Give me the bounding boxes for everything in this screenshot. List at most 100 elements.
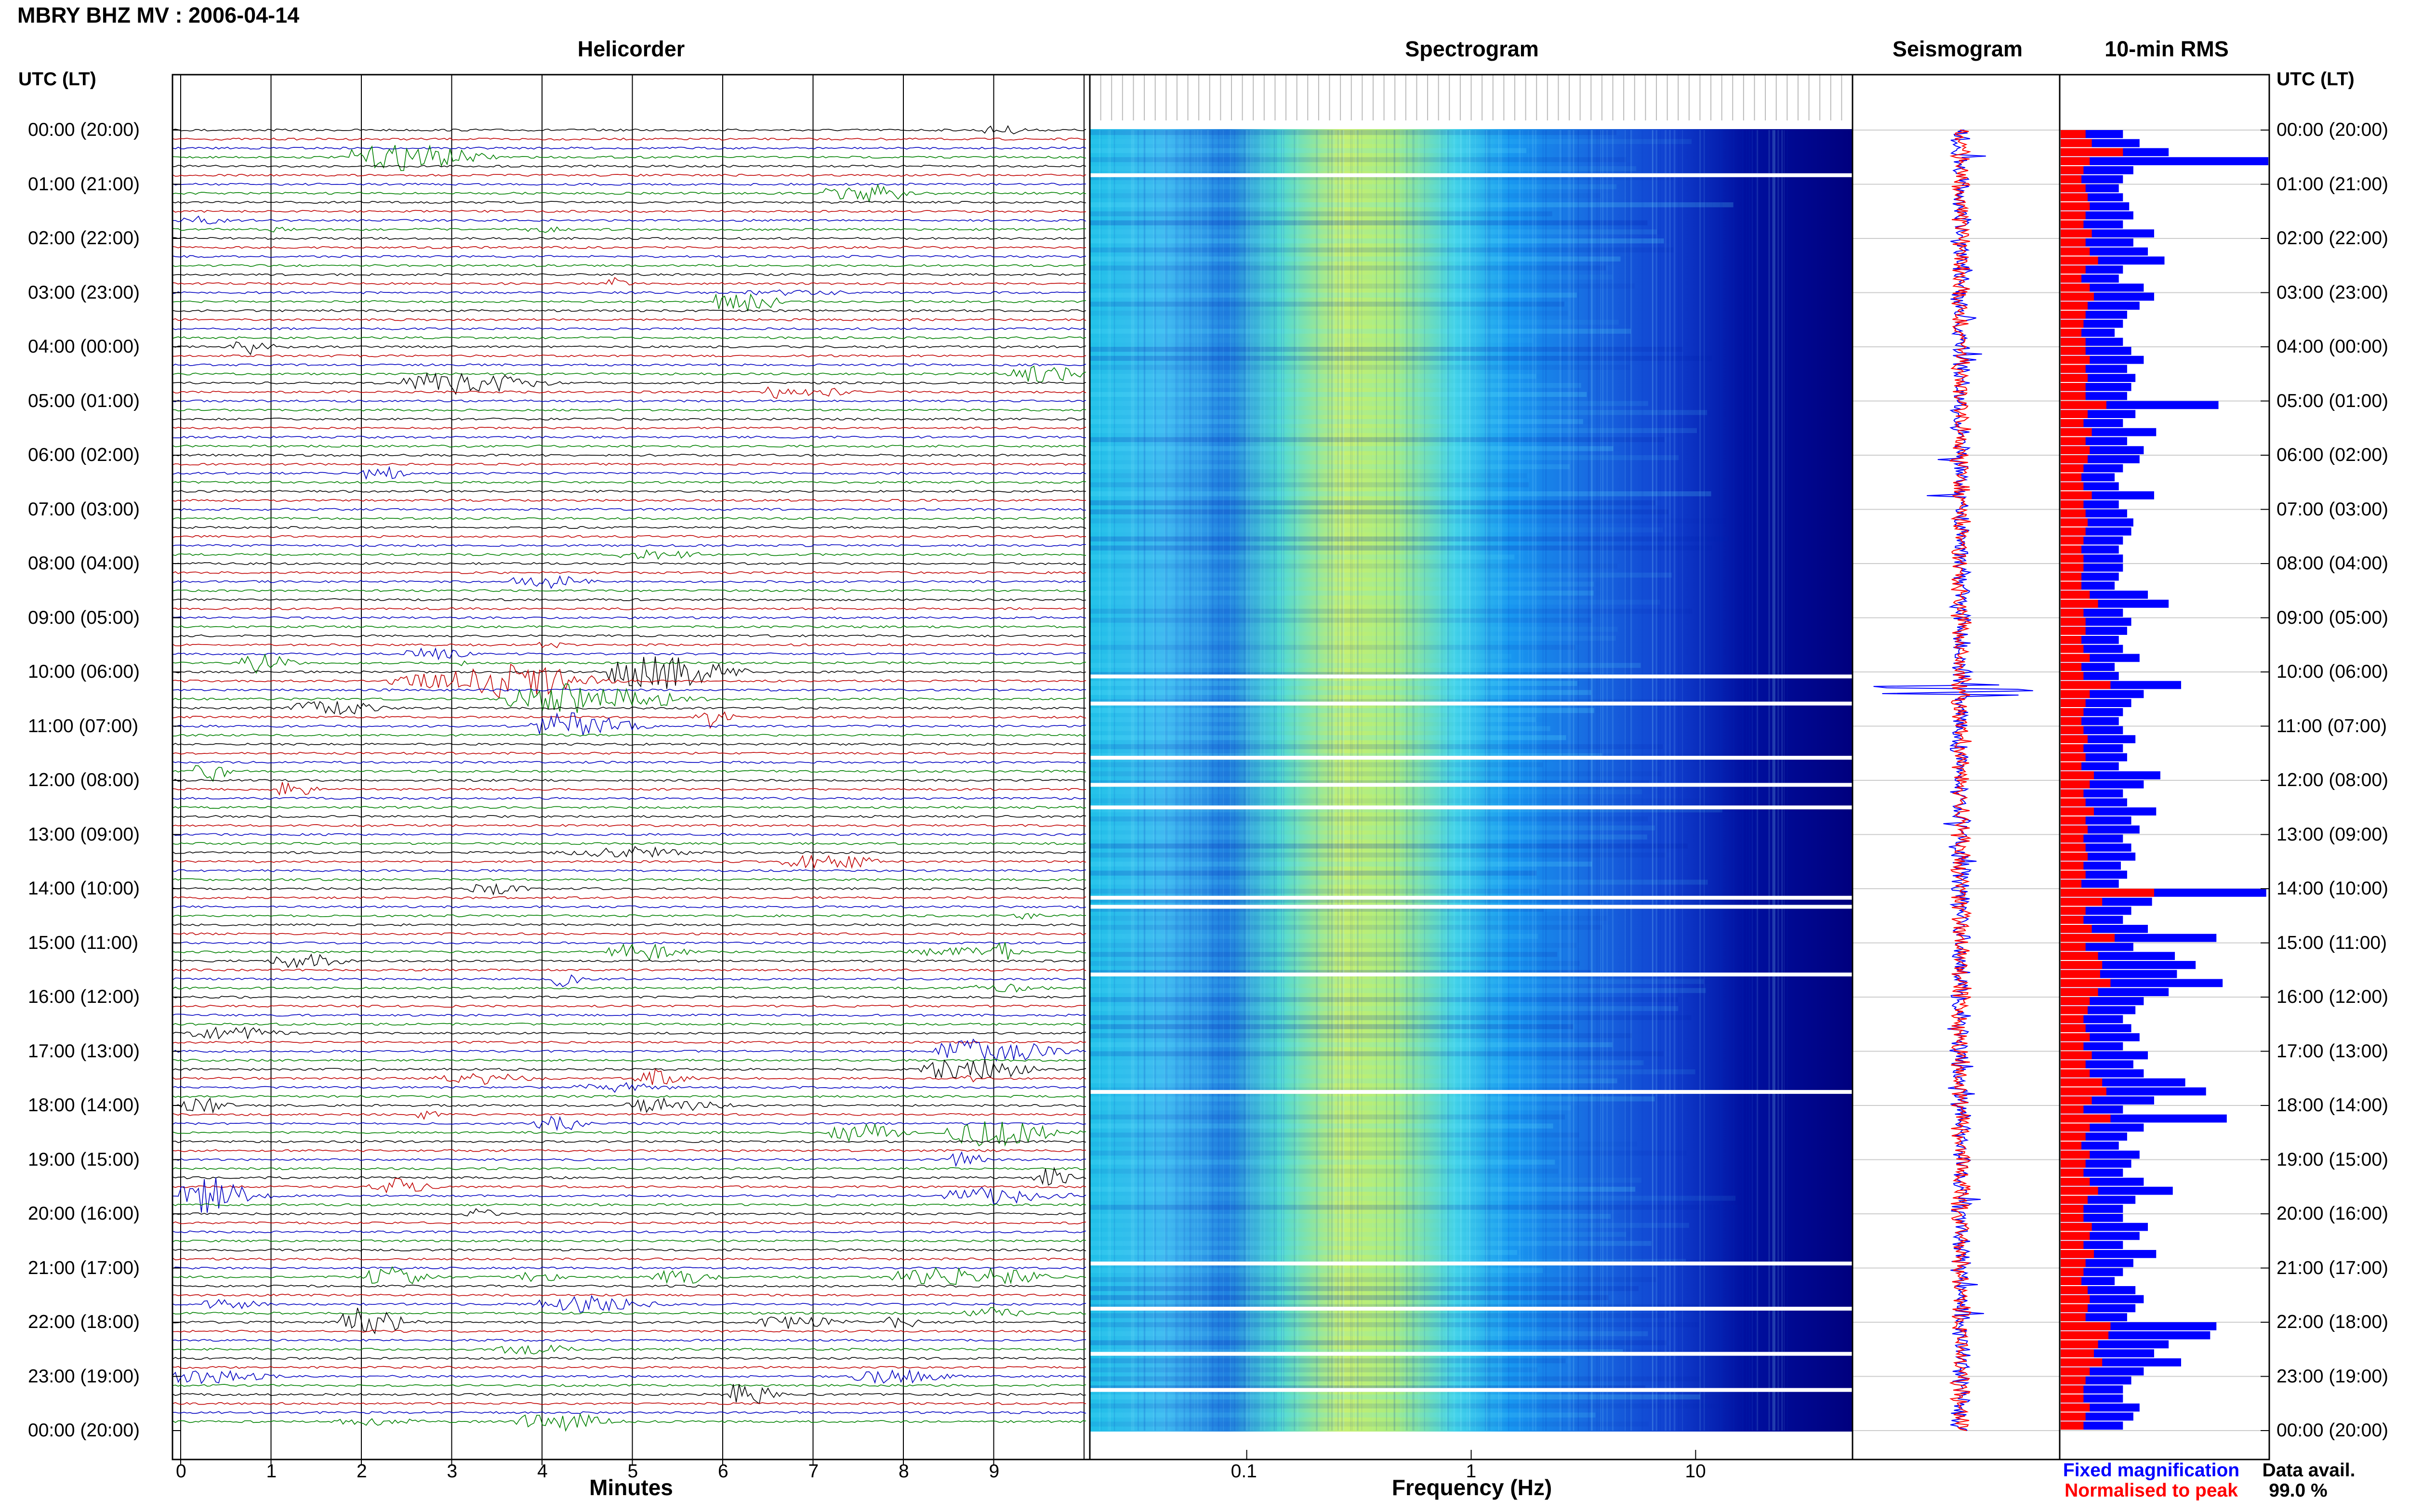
seismogram-fixed-trace [1873, 130, 2033, 1431]
spectrogram-row [1090, 1159, 1555, 1165]
rms-bar-normalised [2061, 1250, 2094, 1258]
rms-bar-normalised [2061, 338, 2086, 346]
rms-bar-normalised [2061, 157, 2090, 165]
spectrogram-row [1090, 1403, 1730, 1409]
frequency-tick-label: 0.1 [1231, 1461, 1257, 1482]
helicorder-trace [172, 1013, 1086, 1017]
panel-frame [172, 74, 1091, 1460]
helicorder-trace [172, 1294, 1086, 1313]
rms-bar-normalised [2061, 148, 2123, 157]
spectrogram-row [1090, 735, 1566, 740]
spectrogram-row [1090, 762, 1543, 767]
helicorder-trace [172, 210, 1086, 213]
rms-bar-normalised [2061, 1376, 2086, 1385]
spectrogram-row [1090, 319, 1619, 325]
rms-bar-normalised [2061, 220, 2084, 229]
helicorder-trace [172, 489, 1086, 493]
spectrogram-row [1090, 1142, 1637, 1147]
rms-bar-normalised [2061, 509, 2086, 518]
helicorder-trace [172, 462, 1086, 466]
rms-bar-normalised [2061, 1051, 2092, 1060]
helicorder-panel [172, 75, 1086, 1459]
spectrogram-row [1090, 564, 1618, 569]
spectrogram-image [1090, 129, 1853, 1432]
rms-bar-normalised [2061, 1150, 2090, 1159]
spectrogram-row [1090, 491, 1711, 497]
spectrogram-row [1090, 1006, 1679, 1012]
spectrogram-gap [1090, 1090, 1853, 1094]
helicorder-trace [172, 701, 1086, 715]
rms-bar-normalised [2061, 1412, 2086, 1421]
rms-bar-normalised [2061, 329, 2082, 337]
spectrogram-row [1090, 365, 1630, 370]
spectrogram-row [1090, 753, 1602, 759]
helicorder-trace [172, 607, 1086, 610]
spectrogram-row [1090, 455, 1679, 460]
rms-bar-normalised [2061, 1159, 2086, 1168]
helicorder-trace [172, 289, 1086, 296]
rms-bar-normalised [2061, 275, 2082, 283]
spectrogram-row [1090, 672, 1592, 677]
helicorder-trace [172, 1149, 1086, 1152]
rms-bar-normalised [2061, 139, 2092, 147]
helicorder-trace [172, 183, 1086, 203]
rms-bar-normalised [2061, 446, 2090, 454]
rms-bar-normalised [2061, 816, 2086, 825]
spectrogram-row [1090, 1060, 1644, 1065]
helicorder-trace [172, 761, 1086, 764]
spectrogram-row [1090, 825, 1655, 831]
spectrogram-row [1090, 1394, 1700, 1400]
time-label-left: 07:00 (03:00) [28, 499, 140, 520]
rms-bar-normalised [2061, 1015, 2084, 1024]
spectrogram-row [1090, 229, 1657, 235]
helicorder-trace [172, 905, 1086, 908]
rms-bar-normalised [2061, 130, 2086, 138]
helicorder-trace [172, 1307, 1086, 1317]
helicorder-trace [172, 318, 1086, 321]
rms-bar-normalised [2061, 302, 2088, 310]
spectrogram-row [1090, 744, 1663, 749]
spectrogram-row [1090, 1033, 1632, 1039]
spectrogram-row [1090, 627, 1618, 632]
rms-bar-normalised [2061, 726, 2084, 735]
rms-bar-normalised [2061, 1322, 2111, 1330]
helicorder-trace [172, 309, 1086, 313]
rms-bar-normalised [2061, 699, 2086, 707]
spectrogram-row [1090, 175, 1675, 181]
spectrogram-row [1090, 518, 1727, 524]
rms-bar-normalised [2061, 283, 2090, 292]
spectrogram-gap [1090, 1388, 1853, 1392]
spectrogram-gap [1090, 895, 1853, 900]
rms-bar-normalised [2061, 834, 2084, 843]
rms-bar-normalised [2061, 771, 2094, 779]
spectrogram-row [1090, 690, 1591, 695]
helicorder-trace [172, 878, 1086, 881]
rms-bar-normalised [2061, 979, 2111, 987]
helicorder-trace [172, 1177, 1086, 1213]
helicorder-trace [172, 869, 1086, 872]
helicorder-trace [172, 765, 1086, 782]
helicorder-trace [172, 778, 1086, 782]
spectrogram-row [1090, 302, 1564, 307]
time-label-right: 05:00 (01:00) [2277, 390, 2389, 411]
rms-bar-normalised [2061, 491, 2092, 500]
helicorder-trace [172, 941, 1086, 945]
rms-bar-normalised [2061, 1205, 2084, 1213]
data-avail-value: 99.0 % [2269, 1480, 2328, 1501]
helicorder-trace [172, 183, 1086, 186]
rms-bar-normalised [2061, 789, 2084, 798]
spectrogram-row [1090, 1304, 1698, 1309]
rms-bar-normalised [2061, 690, 2090, 698]
time-label-left: 19:00 (15:00) [28, 1149, 140, 1170]
spectrogram-row [1090, 581, 1594, 587]
spectrogram-row [1090, 1096, 1655, 1102]
minutes-axis-label: Minutes [589, 1475, 673, 1500]
minute-tick-label: 1 [266, 1461, 277, 1482]
spectrogram-row [1090, 780, 1649, 786]
helicorder-trace [172, 445, 1086, 448]
rms-bar-normalised [2061, 1241, 2084, 1249]
spectrogram-row [1090, 401, 1648, 406]
rms-bar-normalised [2061, 627, 2086, 635]
rms-bar-normalised [2061, 1349, 2094, 1357]
